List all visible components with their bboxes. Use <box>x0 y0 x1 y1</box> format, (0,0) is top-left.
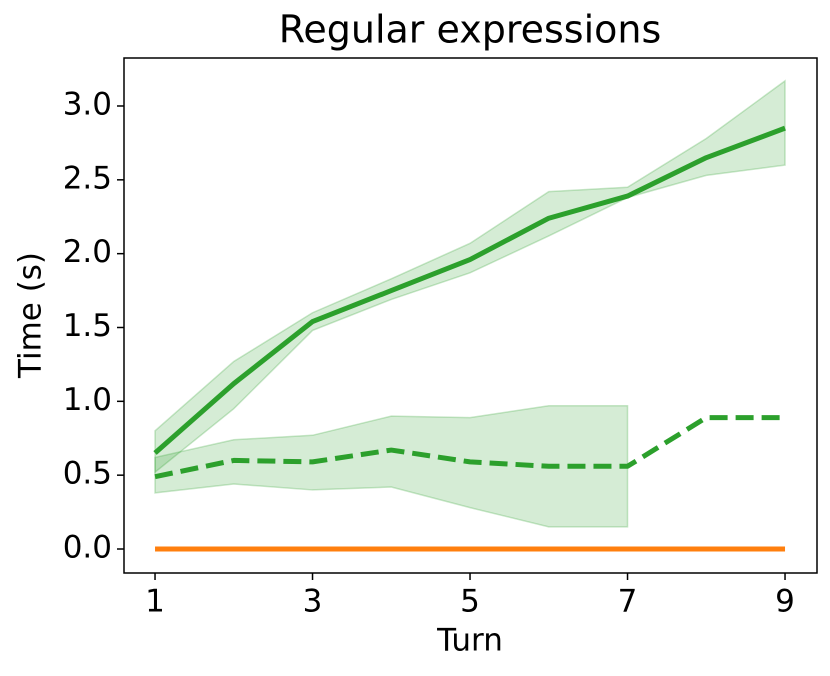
chart-title: Regular expressions <box>279 8 662 52</box>
y-axis-label: Time (s) <box>13 252 49 379</box>
y-tick-label: 2.0 <box>63 234 112 270</box>
confidence-band <box>154 405 629 528</box>
y-tick-label: 2.5 <box>63 160 112 196</box>
x-tick-label: 7 <box>618 584 638 620</box>
x-tick-label: 5 <box>460 584 480 620</box>
y-tick-label: 1.5 <box>63 308 112 344</box>
x-axis-label: Turn <box>436 623 503 659</box>
x-tick-label: 1 <box>145 584 165 620</box>
x-tick-label: 3 <box>303 584 323 620</box>
series-line <box>154 415 786 480</box>
confidence-band <box>154 79 786 474</box>
x-tick-label: 9 <box>775 584 795 620</box>
y-tick-label: 0.0 <box>63 530 112 566</box>
y-tick-label: 3.0 <box>63 86 112 122</box>
y-tick-label: 0.5 <box>63 456 112 492</box>
y-tick-label: 1.0 <box>63 382 112 418</box>
plot-frame <box>123 57 818 574</box>
series-line <box>153 125 786 455</box>
